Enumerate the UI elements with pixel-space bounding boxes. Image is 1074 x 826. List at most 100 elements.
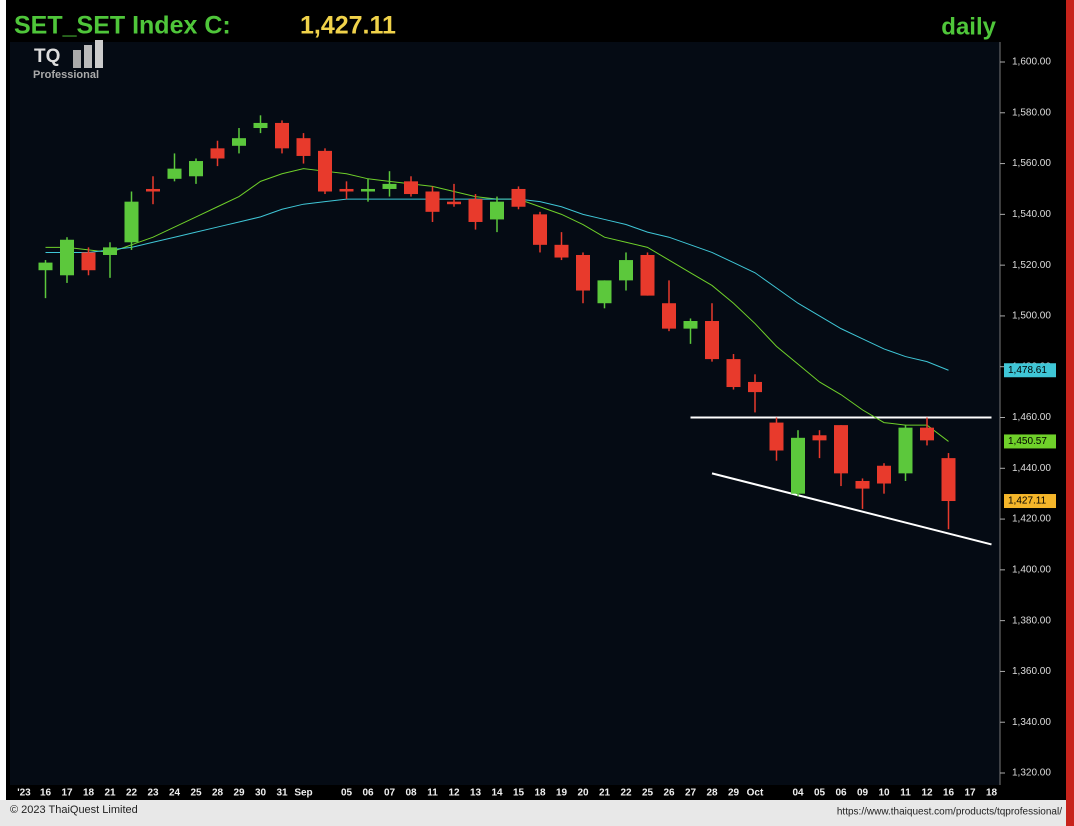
x-tick-label: 12 (448, 788, 460, 799)
last-value-label: 1,450.57 (1008, 436, 1047, 447)
y-tick-label: 1,400.00 (1012, 564, 1051, 575)
candle-body (597, 280, 612, 304)
candle-body (124, 201, 139, 243)
x-tick-label: 29 (728, 788, 740, 799)
candle-body (425, 191, 440, 212)
candle-body (769, 422, 784, 451)
candle-body (232, 138, 246, 146)
candle-body (275, 122, 289, 149)
logo-icon (95, 40, 103, 68)
candle-body (38, 262, 53, 271)
x-tick-label: 21 (599, 788, 611, 799)
logo: TQ (34, 46, 60, 67)
x-tick-label: 13 (470, 788, 482, 799)
x-tick-label: 18 (986, 788, 998, 799)
candle-body (404, 181, 418, 195)
x-tick-label: 15 (513, 788, 525, 799)
logo-icon (73, 50, 81, 68)
candle-body (167, 168, 182, 179)
x-tick-label: 28 (706, 788, 718, 799)
x-tick-label: 07 (384, 788, 396, 799)
candle-body (253, 122, 268, 129)
candle-body (146, 188, 160, 192)
x-tick-label: 14 (491, 788, 503, 799)
x-tick-label: 23 (147, 788, 159, 799)
last-value-label: 1,478.61 (1008, 365, 1047, 376)
candle-body (748, 381, 762, 393)
x-tick-label: 11 (900, 788, 911, 799)
candle-body (103, 247, 117, 255)
x-tick-label: Oct (747, 788, 764, 799)
y-tick-label: 1,320.00 (1012, 768, 1051, 779)
candle-body (855, 480, 870, 489)
candle-body (898, 427, 913, 474)
y-axis-area (1000, 42, 1064, 785)
title: SET_SET Index C: (14, 12, 231, 40)
candle-body (662, 303, 676, 329)
x-tick-label: 17 (61, 788, 73, 799)
candle-body (468, 199, 483, 222)
x-tick-label: 20 (577, 788, 589, 799)
candle-body (834, 425, 848, 474)
x-tick-label: 24 (169, 788, 181, 799)
x-tick-label: 16 (40, 788, 52, 799)
y-tick-label: 1,380.00 (1012, 615, 1051, 626)
footer-left: © 2023 ThaiQuest Limited (10, 804, 138, 816)
y-tick-label: 1,500.00 (1012, 311, 1051, 322)
x-tick-label: 30 (255, 788, 267, 799)
x-tick-label: 06 (835, 788, 847, 799)
x-tick-label: 09 (857, 788, 869, 799)
x-tick-label: 21 (104, 788, 116, 799)
y-tick-label: 1,540.00 (1012, 209, 1051, 220)
footer (0, 800, 1066, 826)
candle-body (683, 321, 698, 329)
close-label-box (1004, 494, 1056, 509)
x-tick-label: 22 (126, 788, 138, 799)
y-tick-label: 1,420.00 (1012, 514, 1051, 525)
y-tick-label: 1,460.00 (1012, 412, 1051, 423)
x-tick-label: '23 (17, 788, 31, 799)
x-tick-label: 04 (792, 788, 804, 799)
candle-body (511, 188, 526, 207)
candle-body (640, 254, 655, 296)
last-value-label-box (1004, 434, 1056, 449)
x-tick-label: 18 (83, 788, 95, 799)
y-tick-label: 1,560.00 (1012, 158, 1051, 169)
candle-body (189, 161, 203, 177)
x-tick-label: 22 (620, 788, 632, 799)
x-tick-label: Sep (294, 788, 312, 799)
x-tick-label: 05 (341, 788, 353, 799)
x-tick-label: 12 (921, 788, 933, 799)
candle-body (920, 427, 934, 441)
y-tick-label: 1,600.00 (1012, 57, 1051, 68)
candle-body (210, 148, 225, 159)
logo-sub: Professional (33, 69, 99, 81)
x-tick-label: 11 (427, 788, 438, 799)
x-axis-area (10, 785, 1000, 800)
x-tick-label: 19 (556, 788, 568, 799)
candle-body (361, 188, 375, 192)
x-tick-label: 27 (685, 788, 697, 799)
plot-area (10, 42, 1000, 785)
x-tick-label: 25 (642, 788, 654, 799)
x-tick-label: 08 (405, 788, 417, 799)
candle-body (60, 239, 74, 276)
candle-body (726, 359, 741, 388)
period: daily (941, 13, 996, 40)
candle-body (705, 321, 719, 360)
y-tick-label: 1,580.00 (1012, 107, 1051, 118)
candle-body (318, 150, 332, 192)
close-label: 1,427.11 (1008, 496, 1047, 507)
x-tick-label: 29 (233, 788, 245, 799)
footer-right: https://www.thaiquest.com/products/tqpro… (837, 807, 1062, 818)
x-tick-label: 05 (814, 788, 826, 799)
x-tick-label: 31 (276, 788, 288, 799)
logo-icon (84, 45, 92, 68)
candle-body (81, 252, 96, 271)
candle-body (554, 244, 569, 258)
candle-body (533, 214, 547, 245)
candle-body (339, 188, 354, 192)
x-tick-label: 25 (190, 788, 202, 799)
frame-edge (1066, 0, 1074, 826)
